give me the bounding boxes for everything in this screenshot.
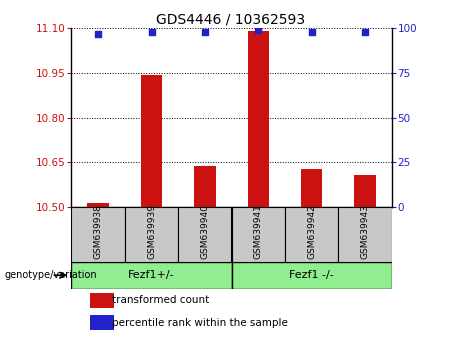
Bar <box>71 207 125 262</box>
Text: percentile rank within the sample: percentile rank within the sample <box>112 318 288 327</box>
Point <box>361 29 369 35</box>
Bar <box>355 175 376 207</box>
Text: GSM639941: GSM639941 <box>254 204 263 259</box>
Bar <box>90 315 114 330</box>
Text: GSM639939: GSM639939 <box>147 204 156 259</box>
Bar <box>194 166 216 207</box>
Bar <box>338 207 392 262</box>
Text: GSM639938: GSM639938 <box>94 204 103 259</box>
Bar <box>248 31 269 207</box>
Point <box>95 31 102 36</box>
Bar <box>231 207 285 262</box>
Bar <box>90 293 114 308</box>
Point <box>201 29 209 35</box>
Bar <box>88 202 109 207</box>
Point <box>254 27 262 33</box>
Point <box>308 29 315 35</box>
Bar <box>301 169 322 207</box>
Bar <box>125 207 178 262</box>
Text: genotype/variation: genotype/variation <box>5 270 97 280</box>
Bar <box>178 207 231 262</box>
Bar <box>141 74 162 207</box>
Bar <box>71 262 231 289</box>
Text: GSM639942: GSM639942 <box>307 204 316 259</box>
Text: transformed count: transformed count <box>112 296 209 306</box>
Text: Fezf1 -/-: Fezf1 -/- <box>290 270 334 280</box>
Text: Fezf1+/-: Fezf1+/- <box>128 270 175 280</box>
Point <box>148 29 155 35</box>
Text: GSM639943: GSM639943 <box>361 204 370 259</box>
Bar <box>231 262 392 289</box>
Text: GSM639940: GSM639940 <box>201 204 209 259</box>
Text: GDS4446 / 10362593: GDS4446 / 10362593 <box>156 12 305 27</box>
Bar <box>285 207 338 262</box>
